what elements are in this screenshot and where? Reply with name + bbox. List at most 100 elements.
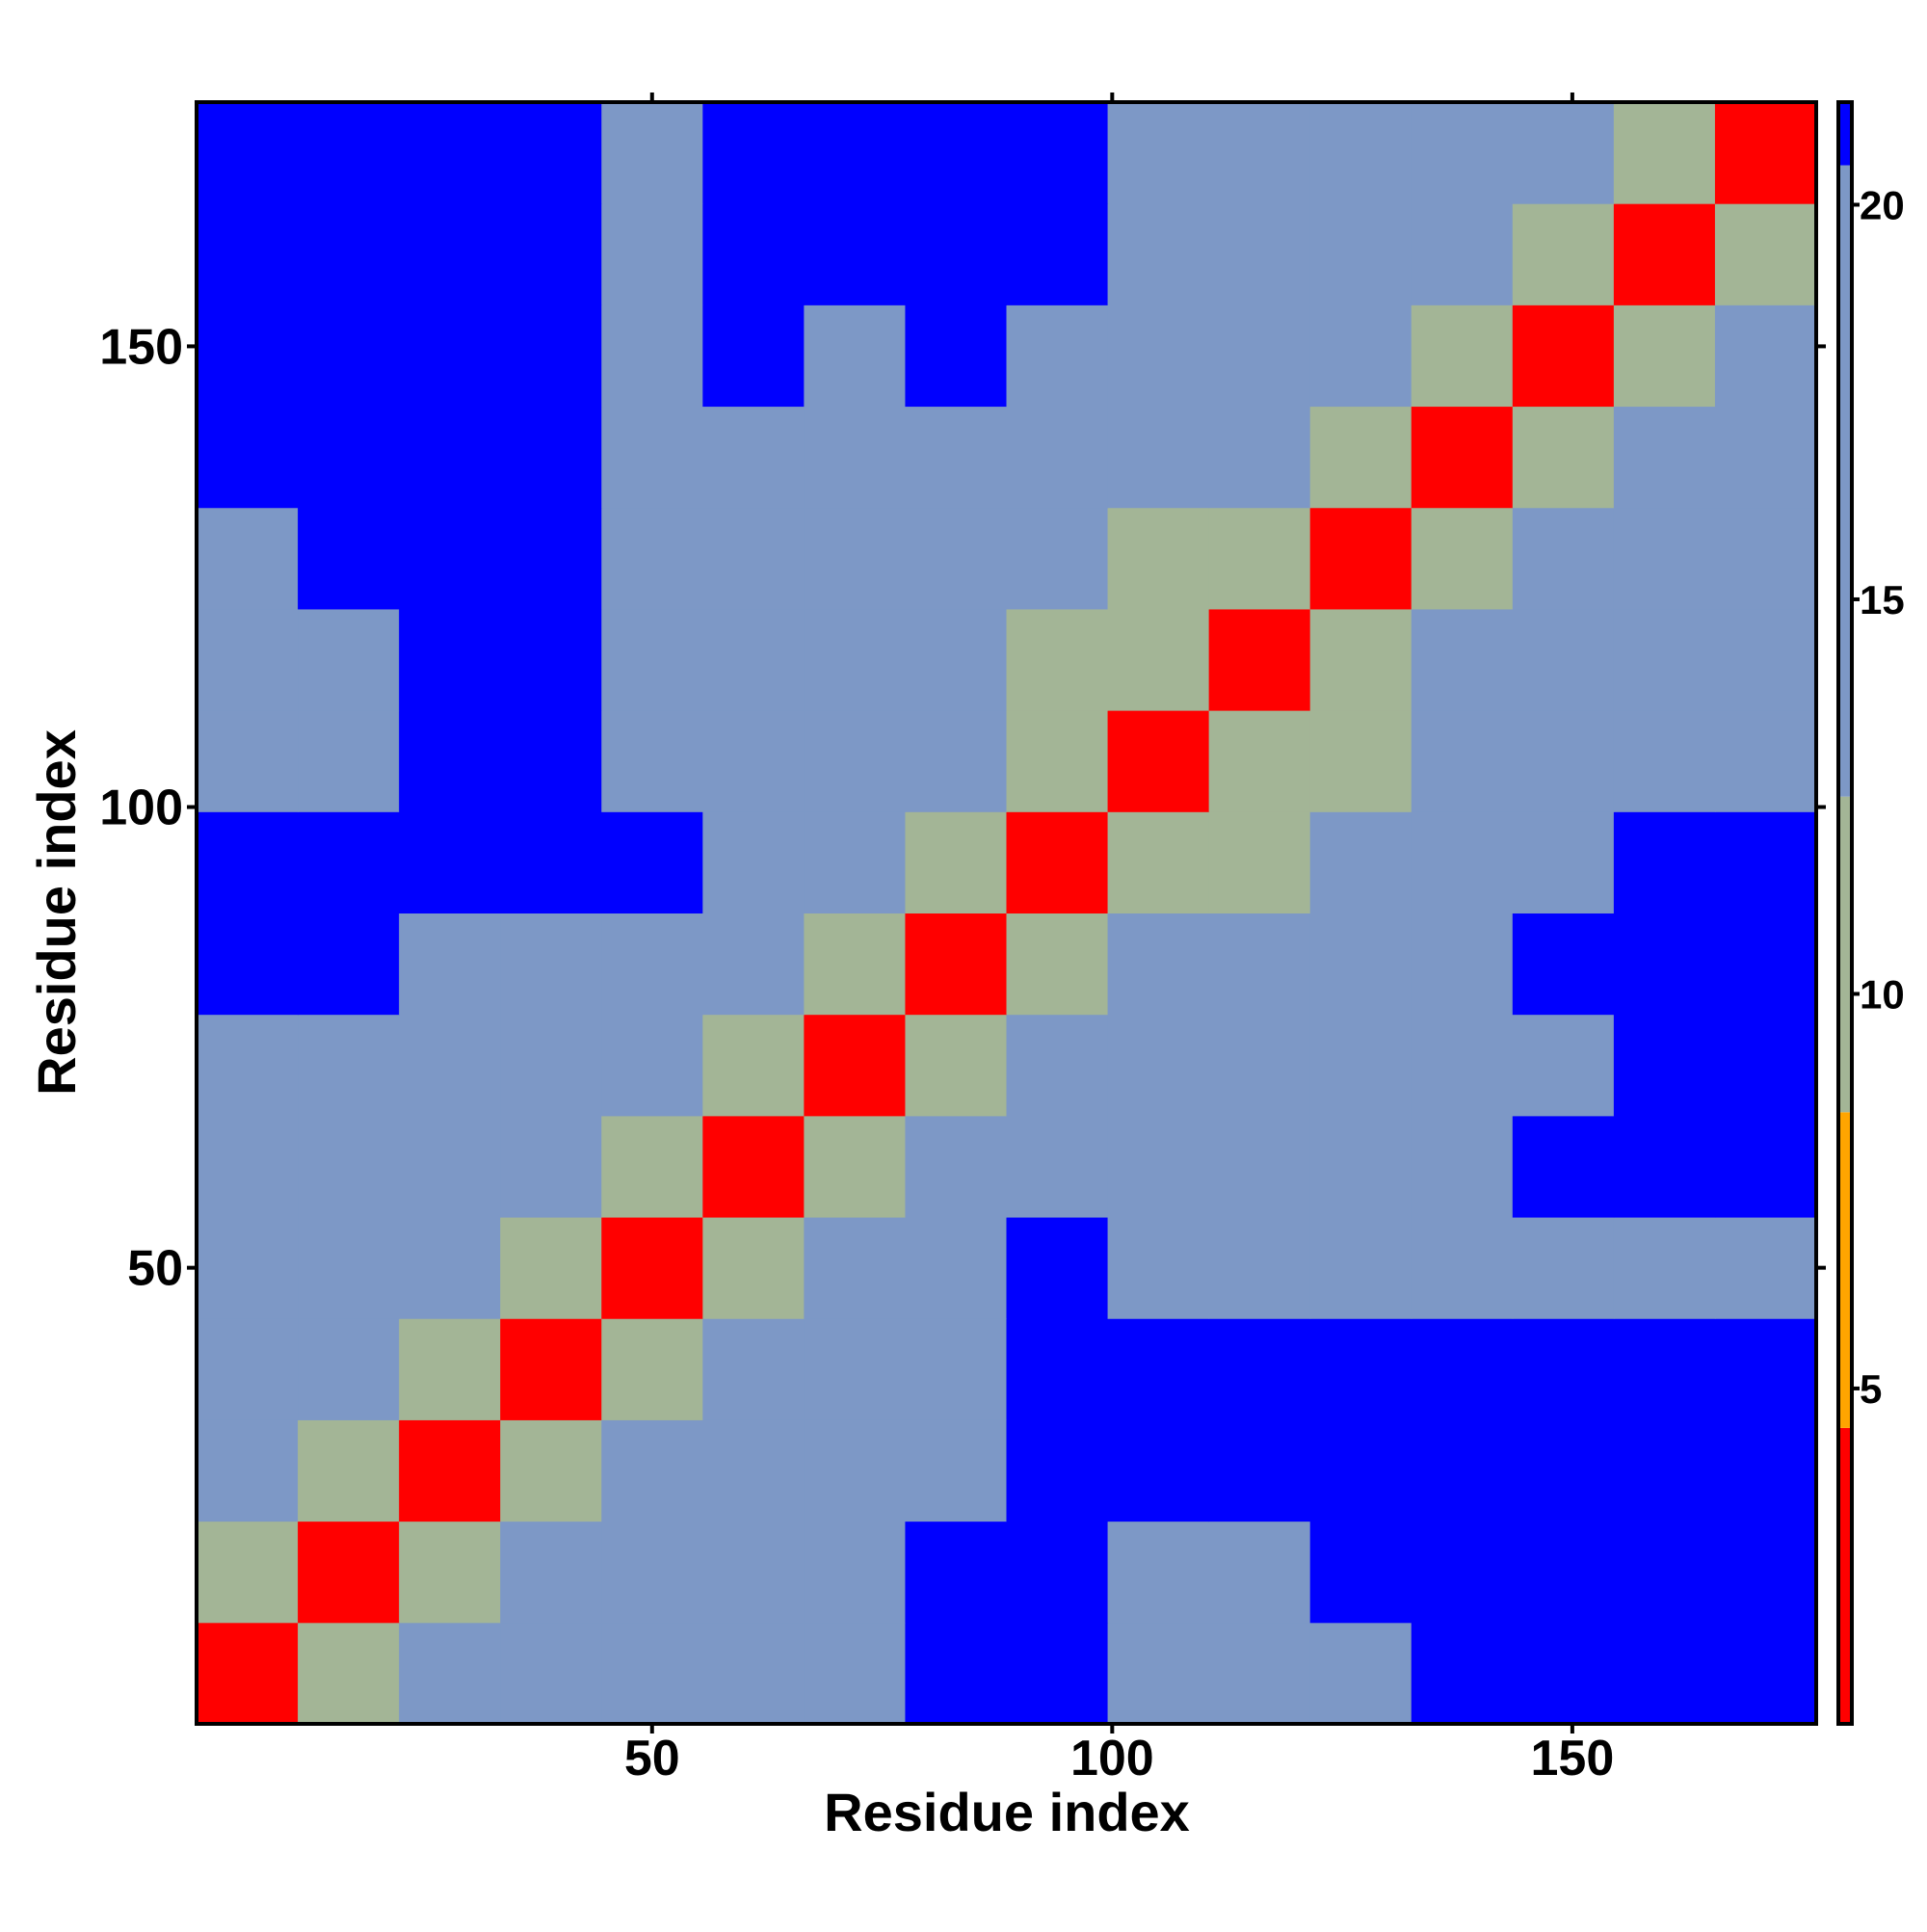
- heatmap-cell: [500, 1521, 602, 1624]
- heatmap-cell: [702, 1217, 805, 1319]
- heatmap-cell: [1512, 1622, 1615, 1725]
- heatmap-cell: [1613, 1318, 1716, 1420]
- heatmap-cell: [702, 1521, 805, 1624]
- heatmap-cell: [1714, 1318, 1817, 1420]
- heatmap-cell: [905, 608, 1007, 711]
- heatmap-cell: [1512, 1217, 1615, 1319]
- heatmap-cell: [298, 913, 400, 1016]
- heatmap-cell: [1613, 507, 1716, 610]
- heatmap-cell: [197, 507, 299, 610]
- heatmap-cell: [601, 1115, 703, 1218]
- heatmap-cell: [500, 1115, 602, 1218]
- heatmap-cell: [1512, 507, 1615, 610]
- heatmap-cell: [702, 1014, 805, 1117]
- heatmap-cell: [804, 811, 906, 913]
- heatmap-cell: [1006, 507, 1109, 610]
- heatmap-cell: [1107, 406, 1210, 509]
- heatmap-cell: [197, 1419, 299, 1522]
- heatmap-cell: [1411, 913, 1514, 1016]
- heatmap-cell: [905, 406, 1007, 509]
- heatmap-cell: [905, 1622, 1007, 1725]
- heatmap-cell: [1208, 1318, 1311, 1420]
- heatmap-cell: [500, 1622, 602, 1725]
- colorbar-band: [1838, 102, 1852, 166]
- heatmap-cell: [1512, 406, 1615, 509]
- heatmap-cell: [500, 1217, 602, 1319]
- heatmap-cell: [1411, 1115, 1514, 1218]
- heatmap-cell: [1714, 1419, 1817, 1522]
- heatmap-cell: [601, 1419, 703, 1522]
- heatmap-cell: [1512, 102, 1615, 204]
- heatmap-cell: [601, 507, 703, 610]
- heatmap-cell: [1006, 710, 1109, 812]
- heatmap-cell: [1107, 1622, 1210, 1725]
- heatmap-cell: [1714, 1217, 1817, 1319]
- heatmap-cell: [500, 1318, 602, 1420]
- colorbar-band: [1838, 1427, 1852, 1724]
- heatmap-cell: [1208, 913, 1311, 1016]
- heatmap-cell: [702, 1622, 805, 1725]
- heatmap-cell: [702, 811, 805, 913]
- heatmap-cell: [1613, 203, 1716, 305]
- heatmap-cell: [1006, 1419, 1109, 1522]
- heatmap-cell: [1309, 913, 1412, 1016]
- heatmap-cell: [399, 1419, 501, 1522]
- heatmap-cell: [1512, 710, 1615, 812]
- heatmap-cell: [1309, 811, 1412, 913]
- heatmap-cell: [702, 1115, 805, 1218]
- heatmap-cell: [1309, 102, 1412, 204]
- heatmap-cell: [905, 1521, 1007, 1624]
- heatmap-cell: [1107, 1217, 1210, 1319]
- heatmap-cell: [197, 913, 299, 1016]
- heatmap-cell: [399, 710, 501, 812]
- heatmap-cell: [399, 1217, 501, 1319]
- heatmap-cell: [1411, 1318, 1514, 1420]
- heatmap-cell: [1613, 304, 1716, 408]
- heatmap-cell: [804, 710, 906, 812]
- heatmap-cell: [1613, 811, 1716, 913]
- heatmap-cell: [298, 304, 400, 408]
- heatmap-cell: [1107, 710, 1210, 812]
- heatmap-cell: [1006, 608, 1109, 711]
- heatmap-cell: [601, 406, 703, 509]
- heatmap-cell: [1107, 1419, 1210, 1522]
- heatmap-cell: [399, 203, 501, 305]
- heatmap-cell: [1613, 406, 1716, 509]
- heatmap-cell: [1107, 1318, 1210, 1420]
- heatmap-cell: [1107, 203, 1210, 305]
- heatmap-cell: [298, 710, 400, 812]
- heatmap-cell: [804, 102, 906, 204]
- heatmap-cell: [1309, 203, 1412, 305]
- heatmap-cell: [601, 710, 703, 812]
- heatmap-cell: [1714, 1014, 1817, 1117]
- heatmap-cell: [1309, 1521, 1412, 1624]
- heatmap-cell: [298, 1115, 400, 1218]
- colorbar-tick-label: 20: [1860, 182, 1905, 227]
- heatmap-cell: [1309, 1115, 1412, 1218]
- heatmap-cell: [702, 406, 805, 509]
- heatmap-cell: [399, 1014, 501, 1117]
- heatmap-cell: [1208, 406, 1311, 509]
- heatmap-cell: [1006, 913, 1109, 1016]
- heatmap-cell: [804, 203, 906, 305]
- heatmap-cell: [399, 507, 501, 610]
- colorbar-frame: [1836, 100, 1854, 1726]
- heatmap-cell: [197, 1521, 299, 1624]
- heatmap-cell: [500, 507, 602, 610]
- heatmap-cell: [1512, 608, 1615, 711]
- heatmap-cell: [905, 1217, 1007, 1319]
- heatmap-cell: [1309, 304, 1412, 408]
- heatmap-cell: [1613, 1521, 1716, 1624]
- heatmap-cell: [1411, 1014, 1514, 1117]
- heatmap-cell: [702, 913, 805, 1016]
- heatmap-cell: [905, 1318, 1007, 1420]
- x-tick-label: 50: [624, 1731, 680, 1786]
- heatmap-cell: [601, 203, 703, 305]
- heatmap-cell: [1613, 710, 1716, 812]
- heatmap-cell: [1512, 1014, 1615, 1117]
- heatmap-cell: [1107, 507, 1210, 610]
- colorbar-tick-label: 5: [1860, 1366, 1882, 1412]
- heatmap-cell: [1309, 1318, 1412, 1420]
- y-tick-label: 150: [99, 319, 183, 375]
- heatmap-cell: [1107, 1115, 1210, 1218]
